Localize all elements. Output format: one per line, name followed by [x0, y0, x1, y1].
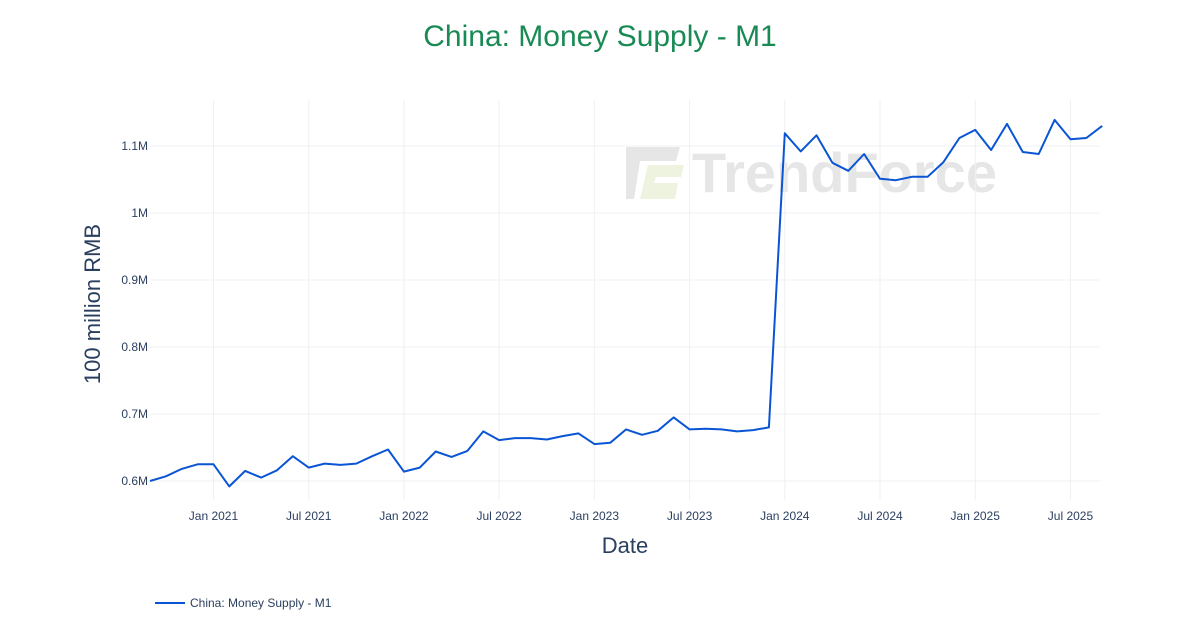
y-axis: 0.6M 0.7M 0.8M 0.9M 1M 1.1M [121, 139, 148, 488]
grid-lines [150, 100, 1100, 500]
x-tick-label: Jul 2023 [667, 509, 713, 523]
x-tick-label: Jan 2021 [189, 509, 239, 523]
x-axis-title: Date [602, 533, 648, 558]
x-tick-label: Jul 2025 [1048, 509, 1094, 523]
y-tick-label: 0.9M [121, 273, 148, 287]
chart-title: China: Money Supply - M1 [423, 20, 777, 53]
x-tick-label: Jul 2021 [286, 509, 332, 523]
y-tick-label: 0.6M [121, 474, 148, 488]
trendforce-watermark: TrendForce [626, 141, 997, 204]
x-tick-label: Jul 2024 [857, 509, 903, 523]
y-tick-label: 0.7M [121, 407, 148, 421]
series-line-m1[interactable] [149, 118, 1103, 488]
y-tick-label: 0.8M [121, 340, 148, 354]
legend-line-icon [155, 602, 185, 604]
x-tick-label: Jan 2022 [379, 509, 429, 523]
y-tick-label: 1.1M [121, 139, 148, 153]
x-tick-label: Jan 2024 [760, 509, 810, 523]
trendforce-logo-icon [626, 147, 684, 199]
x-tick-label: Jan 2023 [570, 509, 620, 523]
x-tick-label: Jan 2025 [951, 509, 1001, 523]
y-tick-label: 1M [131, 206, 148, 220]
y-axis-title: 100 million RMB [80, 224, 105, 384]
legend-label: China: Money Supply - M1 [190, 596, 332, 610]
x-tick-label: Jul 2022 [476, 509, 522, 523]
watermark-text: TrendForce [692, 141, 997, 204]
legend[interactable]: China: Money Supply - M1 [155, 596, 331, 610]
x-axis: Jan 2021 Jul 2021 Jan 2022 Jul 2022 Jan 2023… [189, 509, 1094, 523]
